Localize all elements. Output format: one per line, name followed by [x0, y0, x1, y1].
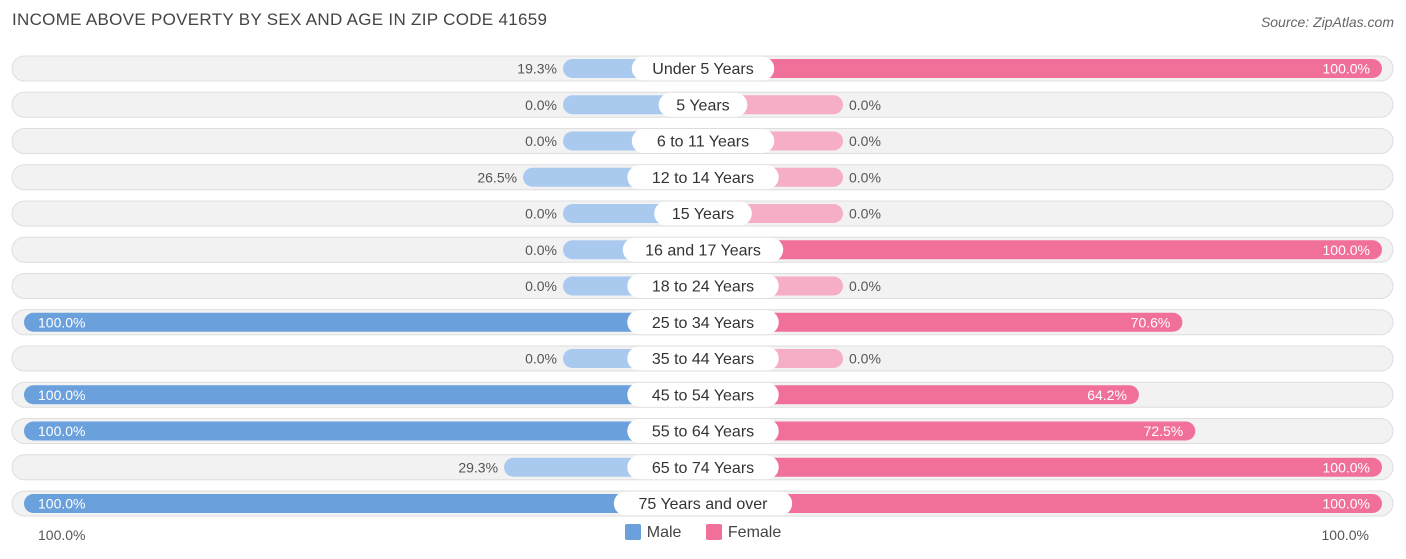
- bar-chart: 19.3% 100.0% Under 5 Years 0.0% 0.0% 5 Years 0…: [11, 55, 1394, 517]
- legend: Male Female: [0, 524, 1406, 542]
- category-pill: [658, 92, 748, 117]
- male-bar: [24, 312, 703, 332]
- legend-female-swatch: [705, 524, 722, 540]
- female-value-label: 100.0%: [1323, 496, 1370, 512]
- category-label: Under 5 Years: [652, 61, 753, 78]
- female-value-label: 100.0%: [1323, 242, 1370, 258]
- category-pill: [627, 310, 779, 335]
- female-bar: [703, 457, 1382, 477]
- category-pill: [627, 274, 779, 298]
- male-value-label: 0.0%: [525, 97, 557, 113]
- category-label: 6 to 11 Years: [657, 134, 749, 151]
- chart-title: INCOME ABOVE POVERTY BY SEX AND AGE IN Z…: [12, 10, 548, 29]
- male-value-label: 0.0%: [525, 133, 557, 149]
- male-value-label: 0.0%: [525, 242, 557, 258]
- male-value-label: 100.0%: [38, 423, 85, 439]
- male-value-label: 0.0%: [525, 206, 557, 222]
- category-label: 55 to 64 Years: [652, 424, 754, 441]
- source-label: Source: ZipAtlas.com: [1260, 14, 1394, 30]
- legend-female-label: Female: [727, 524, 782, 541]
- male-value-label: 100.0%: [38, 387, 85, 403]
- legend-male: Male: [624, 524, 682, 542]
- female-value-label: 70.6%: [1131, 314, 1171, 330]
- male-bar: [24, 385, 703, 405]
- female-value-label: 0.0%: [849, 169, 881, 185]
- male-value-label: 0.0%: [525, 278, 557, 294]
- male-value-label: 100.0%: [38, 314, 85, 330]
- category-label: 12 to 14 Years: [652, 170, 754, 187]
- female-value-label: 100.0%: [1323, 61, 1370, 77]
- male-bar: [24, 421, 703, 441]
- male-value-label: 26.5%: [477, 169, 517, 185]
- female-bar: [703, 312, 1183, 332]
- category-label: 16 and 17 Years: [645, 242, 761, 259]
- category-label: 15 Years: [672, 206, 734, 223]
- category-pill: [631, 129, 775, 153]
- female-value-label: 100.0%: [1323, 459, 1370, 475]
- female-value-label: 64.2%: [1087, 387, 1127, 403]
- female-value-label: 0.0%: [849, 206, 881, 222]
- female-value-label: 0.0%: [849, 97, 881, 113]
- axis-right-label: 100.0%: [1321, 527, 1369, 543]
- category-label: 35 to 44 Years: [652, 351, 754, 368]
- category-pill: [631, 56, 775, 81]
- female-bar: [703, 494, 1382, 513]
- female-bar: [703, 385, 1139, 405]
- category-label: 25 to 34 Years: [652, 315, 754, 332]
- male-value-label: 100.0%: [38, 496, 85, 512]
- category-pill: [613, 491, 793, 516]
- female-value-label: 72.5%: [1144, 423, 1184, 439]
- female-bar: [703, 59, 1382, 78]
- male-value-label: 29.3%: [458, 459, 498, 475]
- category-pill: [622, 237, 784, 262]
- female-value-label: 0.0%: [849, 133, 881, 149]
- category-pill: [627, 382, 779, 407]
- category-pill: [627, 346, 779, 371]
- legend-female: Female: [705, 524, 782, 542]
- female-bar: [703, 240, 1382, 260]
- category-pill: [654, 201, 752, 226]
- category-label: 45 to 54 Years: [652, 387, 754, 404]
- female-value-label: 0.0%: [849, 278, 881, 294]
- male-bar: [24, 494, 703, 513]
- legend-male-swatch: [624, 524, 641, 540]
- category-pill: [627, 455, 779, 480]
- axis-left-label: 100.0%: [38, 527, 86, 543]
- female-value-label: 0.0%: [849, 351, 881, 367]
- category-pill: [627, 419, 779, 443]
- male-value-label: 0.0%: [525, 351, 557, 367]
- category-label: 75 Years and over: [639, 496, 769, 513]
- category-label: 18 to 24 Years: [652, 279, 754, 296]
- category-label: 5 Years: [676, 97, 729, 114]
- legend-male-label: Male: [646, 524, 682, 541]
- category-label: 65 to 74 Years: [652, 460, 754, 477]
- female-bar: [703, 421, 1196, 441]
- category-pill: [627, 165, 779, 190]
- male-value-label: 19.3%: [517, 61, 557, 77]
